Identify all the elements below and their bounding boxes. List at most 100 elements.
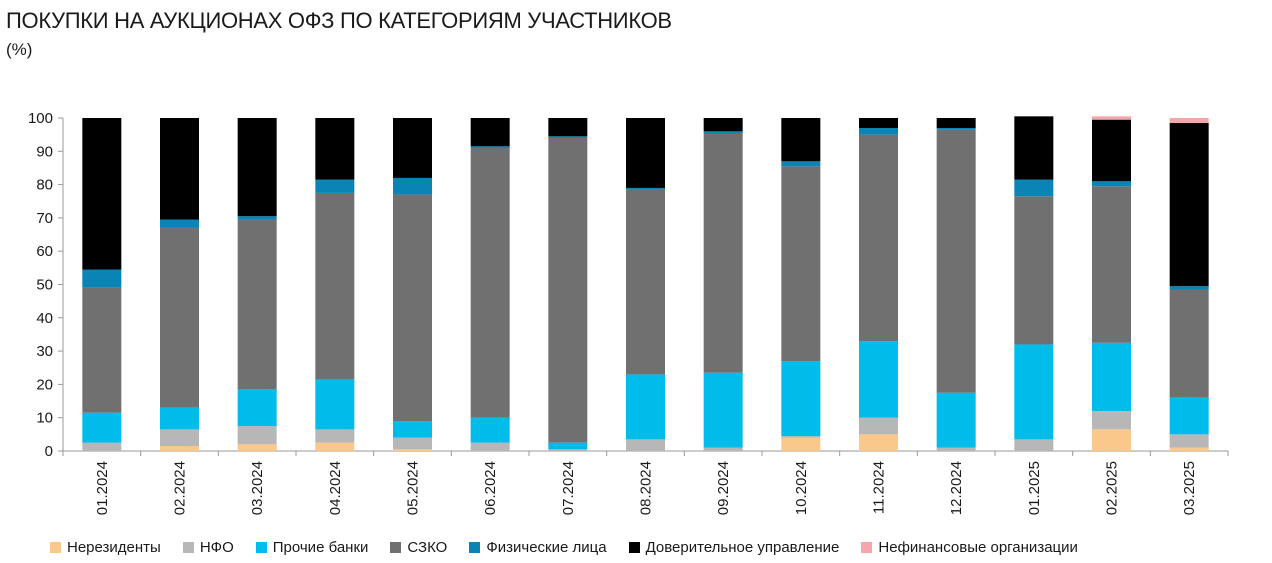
bar-segment — [393, 437, 432, 450]
bar-segment — [859, 341, 898, 418]
bar-segment — [548, 137, 588, 443]
bar-segment — [859, 134, 898, 342]
bar-segment — [936, 447, 976, 451]
bar-segment — [82, 287, 122, 413]
bar-segment — [1169, 118, 1209, 123]
bar-segment — [781, 118, 821, 162]
x-tick-label: 03.2024 — [249, 461, 266, 515]
bar-segment — [393, 194, 432, 422]
bar-segment — [1169, 122, 1209, 287]
legend-item: НФО — [182, 539, 234, 556]
bar-segment — [82, 118, 122, 270]
bar-segment — [703, 131, 743, 133]
bar-segment — [470, 147, 510, 418]
x-tick-label: 08.2024 — [638, 461, 655, 515]
y-tick-label: 40 — [36, 310, 53, 327]
y-tick-label: 90 — [36, 143, 53, 160]
chart-legend: Нерезиденты НФО Прочие банки СЗКО Физические… — [50, 539, 1078, 556]
bar-segment — [237, 426, 277, 445]
bar-segment — [1092, 411, 1131, 430]
bar-segment — [160, 407, 199, 430]
bar-segment — [626, 187, 665, 190]
bar-segment — [626, 189, 665, 375]
bar-segment — [315, 118, 355, 180]
bar-segment — [781, 361, 821, 437]
bar-segment — [1014, 179, 1054, 197]
chart-title: ПОКУПКИ НА АУКЦИОНАХ ОФЗ ПО КАТЕГОРИЯМ У… — [6, 8, 672, 33]
bar-segment — [393, 421, 432, 438]
y-tick-label: 80 — [36, 177, 53, 194]
bar-segment — [1169, 397, 1209, 435]
bar-segment — [1169, 286, 1209, 290]
x-tick-label: 02.2024 — [172, 461, 189, 515]
bar-segment — [626, 374, 665, 440]
bar-segment — [393, 449, 432, 451]
bar-segment — [1014, 196, 1054, 345]
bar-segment — [1092, 181, 1131, 187]
bar-segment — [1169, 447, 1209, 451]
bar-segment — [1092, 186, 1131, 343]
x-tick-label: 10.2024 — [793, 461, 810, 515]
y-tick-label: 70 — [36, 210, 53, 227]
bar-segment — [548, 442, 588, 450]
bar-segment — [859, 118, 898, 128]
legend-label: Доверительное управление — [645, 539, 840, 556]
y-tick-label: 0 — [45, 443, 53, 460]
y-tick-label: 50 — [36, 277, 53, 294]
bar-segment — [859, 417, 898, 435]
bar-segment — [548, 118, 588, 137]
bar-segment — [237, 216, 277, 220]
bar-segment — [781, 166, 821, 362]
x-tick-label: 07.2024 — [560, 461, 577, 515]
bar-segment — [393, 118, 432, 178]
y-tick-label: 60 — [36, 243, 53, 260]
bar-segment — [1014, 439, 1054, 451]
bar-segment — [859, 127, 898, 135]
legend-swatch — [182, 542, 194, 553]
legend-swatch — [628, 542, 640, 553]
legend-label: НФО — [199, 539, 234, 556]
legend-swatch — [861, 542, 873, 553]
legend-item: Прочие банки — [255, 539, 369, 556]
bar-segment — [703, 447, 743, 451]
bar-segment — [936, 129, 976, 393]
bar-segment — [936, 392, 976, 448]
bar-segment — [548, 136, 588, 138]
bar-segment — [1014, 344, 1054, 440]
bar-segment — [548, 449, 588, 451]
bar-segment — [781, 436, 821, 438]
y-tick-label: 20 — [36, 376, 53, 393]
bar-segment — [1169, 289, 1209, 398]
bar-segment — [82, 412, 122, 443]
legend-swatch — [255, 542, 267, 553]
bar-segment — [470, 146, 510, 148]
x-tick-label: 04.2024 — [327, 461, 344, 515]
bar-segment — [160, 219, 199, 228]
bar-segment — [393, 177, 432, 195]
x-tick-label: 01.2024 — [94, 461, 111, 515]
bar-segment — [936, 127, 976, 130]
bar-segment — [160, 227, 199, 408]
bar-segment — [703, 372, 743, 448]
bar-segment — [237, 219, 277, 390]
bar-segment — [160, 118, 199, 220]
bar-segment — [1169, 434, 1209, 448]
legend-item: Нефинансовые организации — [861, 539, 1078, 556]
bar-segment — [82, 442, 122, 451]
bar-segment — [237, 444, 277, 451]
bar-segment — [936, 118, 976, 128]
bar-segment — [1092, 119, 1131, 182]
bar-segment — [1092, 116, 1131, 120]
legend-label: Прочие банки — [272, 539, 369, 556]
y-tick-label: 30 — [36, 343, 53, 360]
legend-item: Нерезиденты — [50, 539, 161, 556]
bar-segment — [470, 442, 510, 451]
bar-segment — [315, 442, 355, 451]
bar-segment — [626, 439, 665, 451]
bar-segment — [1014, 116, 1054, 180]
bar-segment — [160, 429, 199, 447]
bar-segment — [1092, 429, 1131, 451]
x-tick-label: 02.2025 — [1104, 461, 1121, 515]
legend-label: Физические лица — [486, 539, 607, 556]
bar-segment — [82, 269, 122, 288]
